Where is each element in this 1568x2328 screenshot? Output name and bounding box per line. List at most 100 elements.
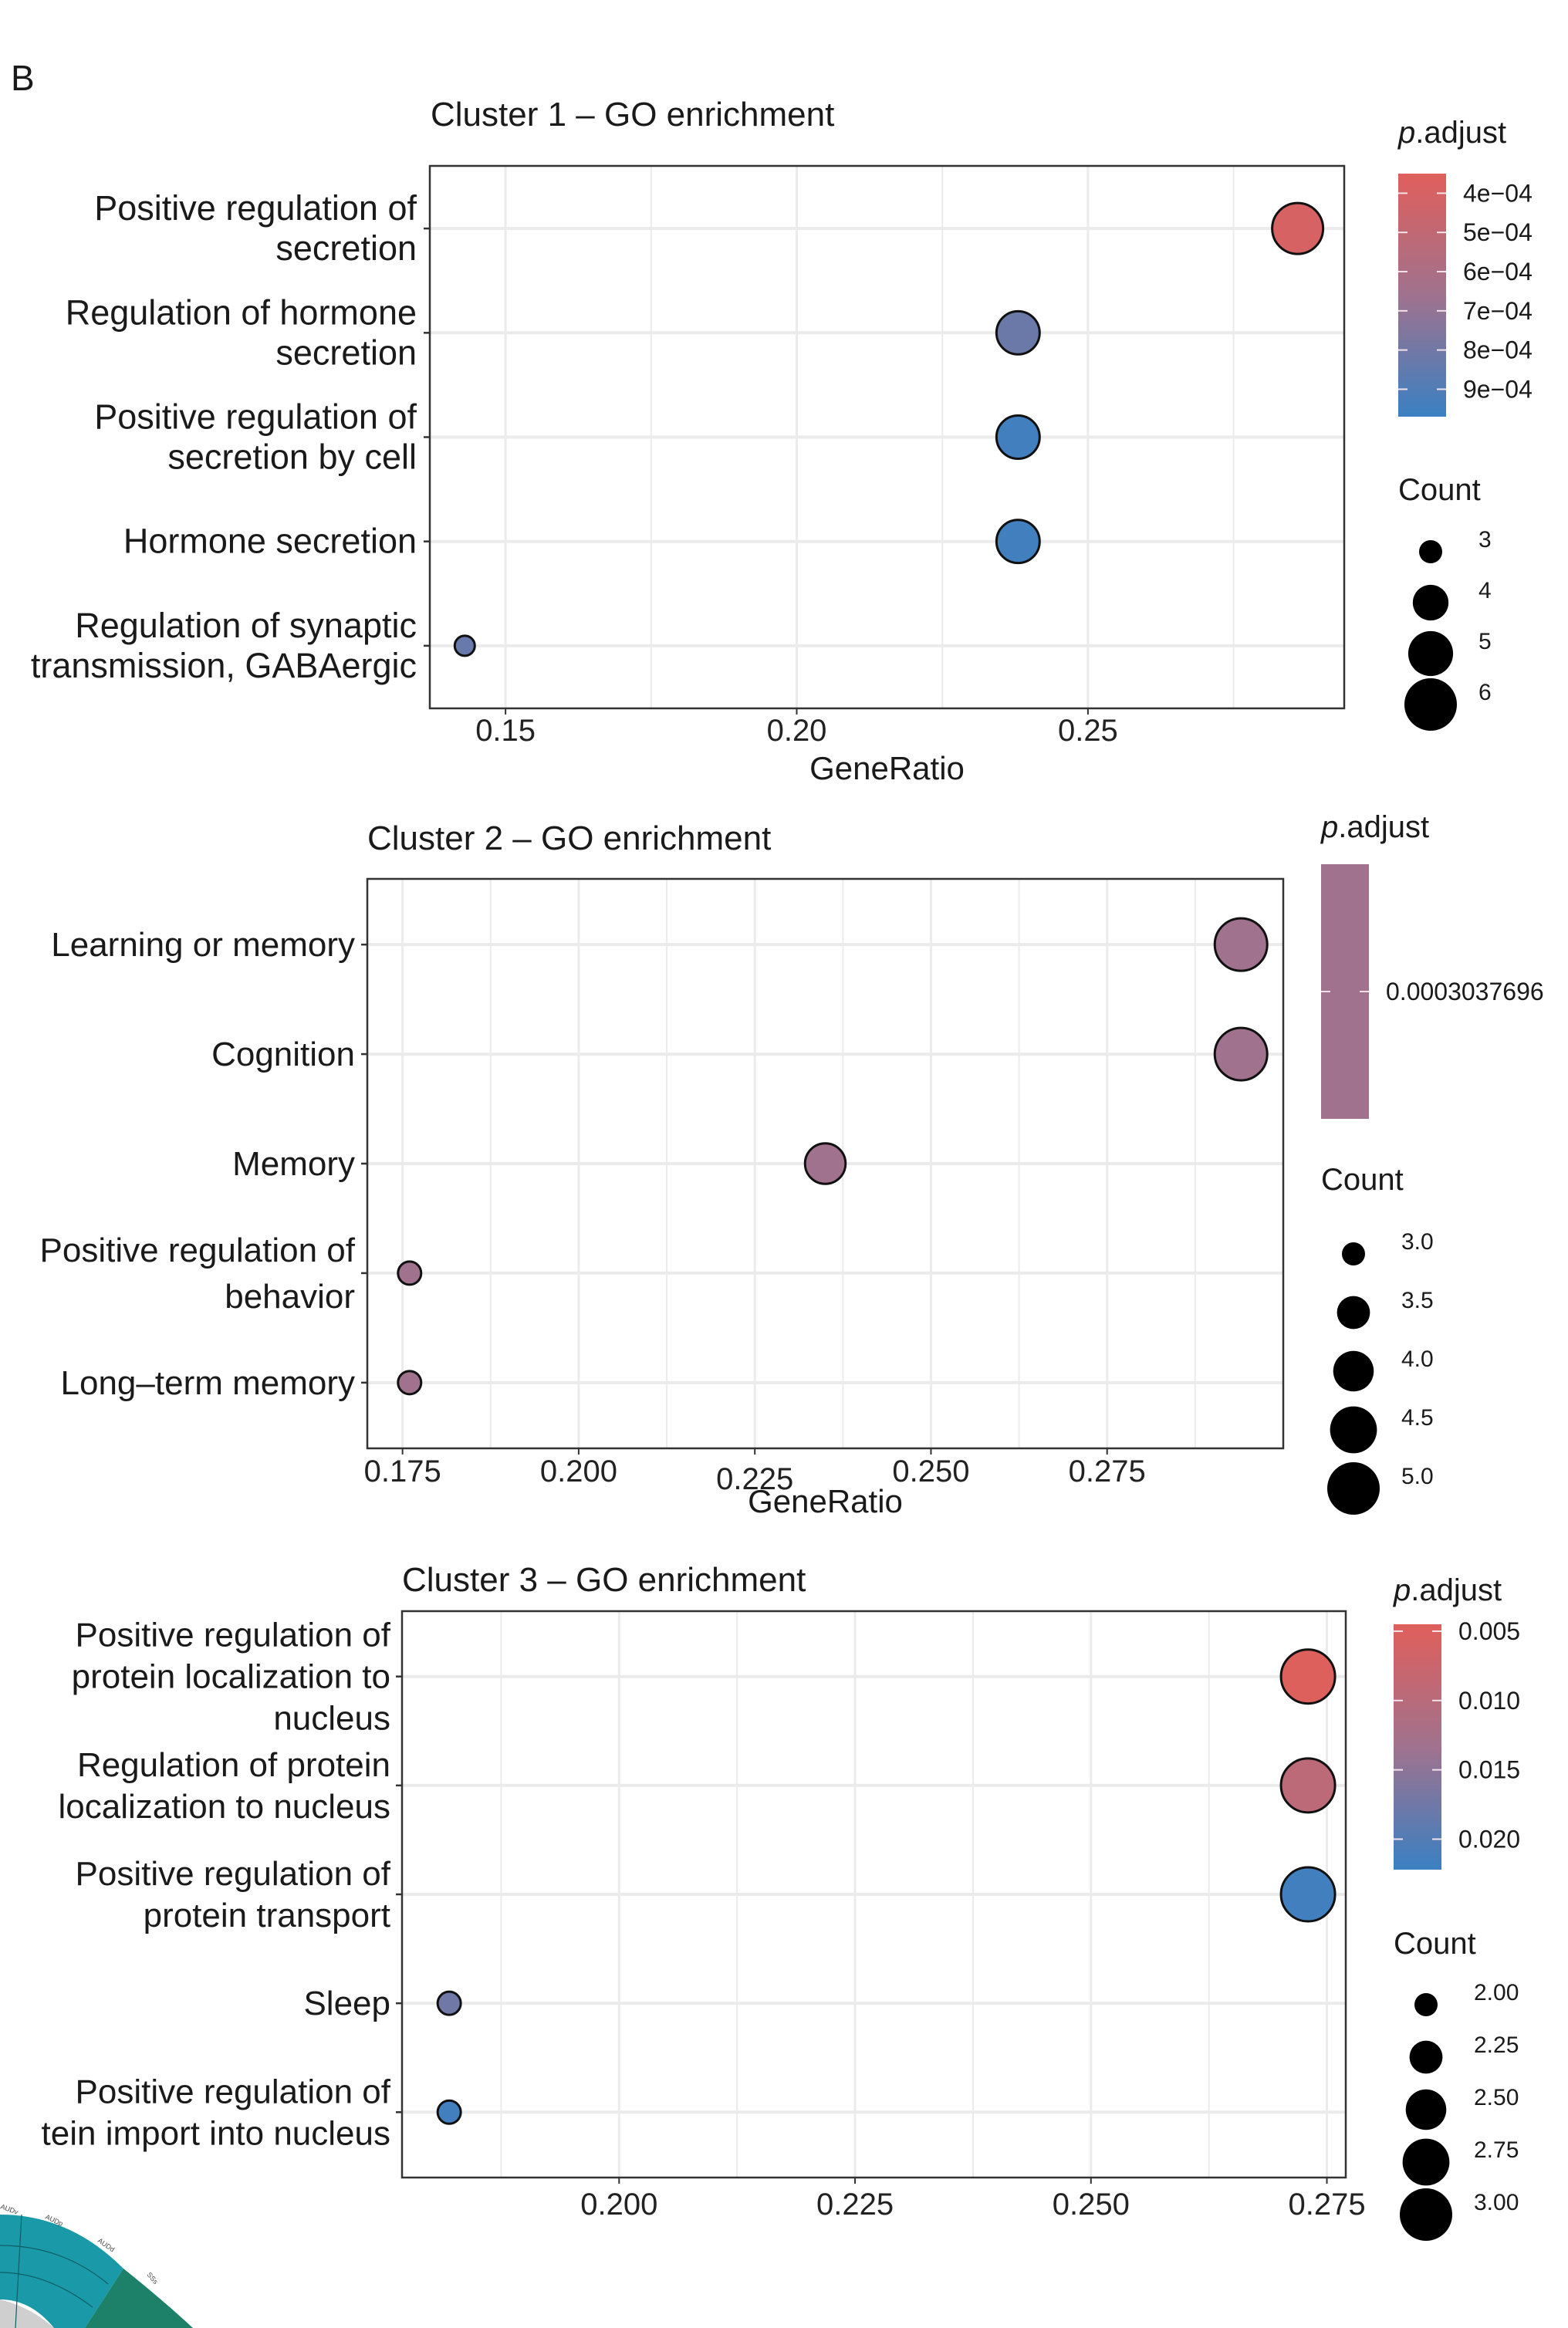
size-legend-title: Count (1394, 1927, 1476, 1961)
y-category-label-line: protein localization to (72, 1658, 390, 1696)
size-legend-label: 2.25 (1474, 2032, 1519, 2058)
size-legend-label: 3 (1478, 527, 1492, 552)
y-category-label-line: Regulation of protein (77, 1746, 390, 1784)
y-category-label-line: Long–term memory (61, 1364, 355, 1402)
atlas-teal-region (0, 2215, 123, 2328)
color-bar-tick-label: 7e−04 (1463, 297, 1533, 325)
size-legend-key (1404, 678, 1457, 731)
y-category-label-line: localization to nucleus (59, 1788, 390, 1826)
x-tick-label: 0.200 (540, 1455, 617, 1488)
size-legend-key (1342, 1242, 1365, 1265)
color-bar-tick-label: 0.010 (1458, 1687, 1520, 1715)
color-legend-title-rest: .adjust (1411, 1573, 1502, 1607)
x-tick-label: 0.15 (475, 714, 536, 748)
color-bar-tick-label: 6e−04 (1463, 258, 1533, 286)
size-legend-key (1412, 584, 1449, 621)
y-category-label: Hormone secretion (123, 522, 417, 561)
data-point (397, 1260, 423, 1286)
cluster-2-chart: Cluster 2 – GO enrichment 0.175 0.200 0.225… (40, 810, 1544, 1519)
y-category-label-line: Regulation of synaptic (75, 606, 417, 645)
size-legend-key (1405, 2089, 1447, 2130)
color-bar-tick-label: 5e−04 (1463, 218, 1533, 246)
y-category-label-line: behavior (225, 1278, 355, 1316)
y-category-label-line: Positive regulation of (94, 397, 417, 437)
x-tick-label: 0.25 (1058, 714, 1118, 748)
y-category-label-line: Regulation of hormone (66, 292, 417, 332)
size-legend-label: 3.0 (1401, 1229, 1434, 1255)
data-point (397, 1370, 423, 1396)
size-legend-label: 5.0 (1401, 1464, 1434, 1489)
y-category-label: Memory (232, 1145, 355, 1183)
color-bar-tick-label: 0.020 (1458, 1825, 1520, 1853)
y-category-label-line: Learning or memory (51, 926, 355, 964)
y-category-label: Positive regulation of protein transport (76, 1855, 391, 1934)
color-bar (1394, 1624, 1441, 1870)
size-legend-key (1409, 2040, 1443, 2074)
data-point (436, 2099, 462, 2125)
size-legend-label: 4.0 (1401, 1346, 1434, 1372)
data-point (1279, 1866, 1337, 1923)
data-point (1271, 201, 1325, 255)
atlas-green-region (85, 2269, 193, 2328)
size-legend-key (1400, 2188, 1452, 2241)
color-bar-tick-label: 8e−04 (1463, 336, 1533, 364)
size-legend-label: 3.00 (1474, 2190, 1519, 2215)
size-legend-key (1333, 1350, 1374, 1392)
y-category-label: Positive regulation of secretion (94, 188, 417, 268)
color-legend-title: p.adjust (1393, 1573, 1502, 1607)
color-bar-tick-label: 4e−04 (1463, 179, 1533, 207)
size-legend-key (1327, 1462, 1380, 1515)
data-point (1279, 1648, 1337, 1705)
y-category-label: Regulation of synaptic transmission, GABA… (31, 606, 417, 685)
y-category-label-line: Positive regulation of (94, 188, 417, 228)
color-bar-tick-label: 0.0003037696 (1386, 978, 1544, 1005)
atlas-gray-region (0, 2299, 54, 2328)
size-legend-key (1337, 1296, 1370, 1330)
y-category-label-line: secretion (275, 228, 417, 268)
size-legend-key (1419, 540, 1442, 563)
color-legend-title: p.adjust (1320, 810, 1429, 844)
y-category-label-line: Positive regulation of (76, 1617, 391, 1654)
x-tick-label: 0.275 (1069, 1455, 1146, 1488)
size-legend-label: 6 (1478, 680, 1492, 705)
data-point (453, 634, 476, 657)
y-category-label-line: Positive regulation of (40, 1232, 356, 1269)
size-legend-key (1330, 1406, 1377, 1454)
size-legend-label: 2.75 (1474, 2137, 1519, 2163)
chart-title: Cluster 3 – GO enrichment (402, 1561, 806, 1599)
x-tick-label: 0.250 (1053, 2188, 1130, 2222)
y-category-label-line: Memory (232, 1145, 355, 1183)
data-point (995, 519, 1041, 565)
y-category-label: Positive regulation of behavior (40, 1232, 356, 1316)
color-bar-tick-label: 0.005 (1458, 1617, 1520, 1645)
y-category-label-line: Positive regulation of (76, 2073, 391, 2110)
size-legend-label: 2.50 (1474, 2085, 1519, 2110)
y-category-label: Regulation of protein localization to nuc… (59, 1746, 390, 1826)
data-point (995, 414, 1041, 460)
y-category-label: Positive regulation of secretion by cell (94, 397, 417, 477)
data-point (803, 1142, 847, 1185)
size-legend-label: 3.5 (1401, 1288, 1434, 1313)
x-tick-label: 0.250 (892, 1455, 969, 1488)
y-category-label: Positive regulation of protein localizati… (72, 1617, 391, 1738)
chart-title: Cluster 1 – GO enrichment (431, 96, 834, 133)
size-legend-label: 2.00 (1474, 1980, 1519, 2005)
y-category-label: Positive regulation of tein import into n… (42, 2073, 391, 2152)
y-category-label-line: Hormone secretion (123, 522, 417, 561)
x-tick-label: 0.275 (1288, 2188, 1365, 2222)
size-legend-key (1414, 1993, 1438, 2016)
y-category-label-line: tein import into nucleus (42, 2114, 390, 2152)
y-category-label-line: transmission, GABAergic (31, 646, 417, 685)
cluster-1-chart: Cluster 1 – GO enrichment 0.15 0.20 0.25 Gen… (31, 96, 1533, 786)
x-tick-label: 0.200 (580, 2188, 657, 2222)
y-category-label: Long–term memory (61, 1364, 355, 1402)
data-point (1213, 1026, 1269, 1082)
y-category-label-line: protein transport (144, 1897, 390, 1934)
x-axis-label: GeneRatio (748, 1483, 903, 1519)
size-legend-title: Count (1321, 1163, 1404, 1197)
color-legend-title-rest: .adjust (1415, 116, 1506, 150)
y-category-label-line: Cognition (211, 1036, 355, 1073)
x-axis-label: GeneRatio (809, 750, 965, 786)
data-point (1279, 1757, 1337, 1814)
